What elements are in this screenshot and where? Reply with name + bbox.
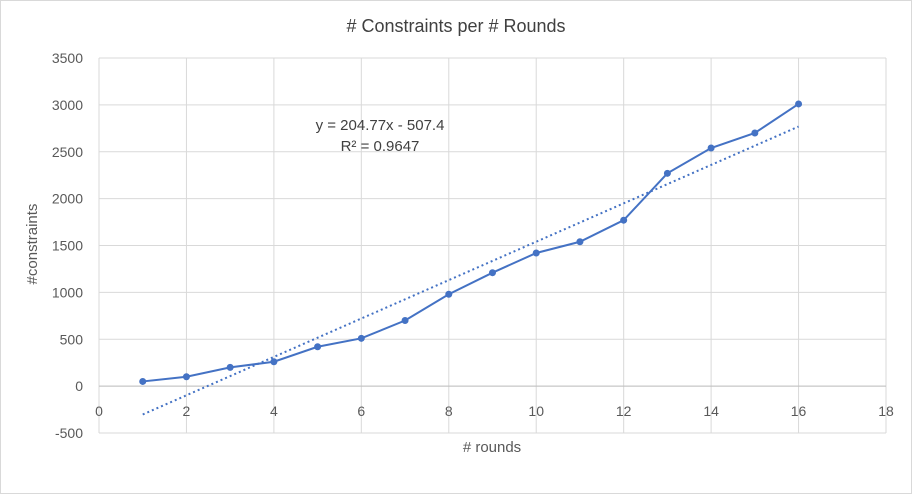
data-point bbox=[314, 343, 322, 351]
y-axis-label: #constraints bbox=[24, 204, 41, 285]
data-point bbox=[620, 216, 628, 224]
data-point bbox=[270, 358, 278, 366]
x-tick-labels: 0 2 4 6 8 10 12 14 16 18 bbox=[95, 403, 894, 419]
x-tick-label: 2 bbox=[183, 403, 191, 419]
y-tick-label: 1500 bbox=[52, 238, 83, 254]
y-tick-label: 500 bbox=[60, 331, 84, 347]
x-tick-label: 8 bbox=[445, 403, 453, 419]
y-tick-label: 2000 bbox=[52, 191, 83, 207]
data-point bbox=[182, 373, 190, 381]
x-tick-label: 12 bbox=[616, 403, 632, 419]
grid bbox=[98, 57, 887, 434]
trendline-equation: y = 204.77x - 507.4 bbox=[316, 117, 445, 134]
x-axis-label: # rounds bbox=[463, 439, 521, 456]
data-point bbox=[357, 334, 365, 342]
trendline-line bbox=[142, 125, 799, 416]
y-tick-label: 3500 bbox=[52, 50, 83, 66]
x-tick-label: 16 bbox=[791, 403, 807, 419]
x-tick-label: 4 bbox=[270, 403, 278, 419]
data-point bbox=[401, 317, 409, 324]
x-tick-label: 6 bbox=[357, 403, 365, 419]
chart-title: # Constraints per # Rounds bbox=[346, 16, 565, 36]
x-tick-label: 14 bbox=[703, 403, 719, 419]
data-point bbox=[445, 290, 453, 298]
y-tick-label: 3000 bbox=[52, 97, 83, 113]
y-tick-label: 1000 bbox=[52, 284, 83, 300]
series-line bbox=[142, 103, 800, 383]
y-tick-label: -500 bbox=[55, 425, 83, 441]
y-tick-label: 2500 bbox=[52, 144, 83, 160]
y-tick-labels: -500 0 500 1000 1500 2000 2500 3000 3500 bbox=[52, 50, 83, 441]
data-point bbox=[576, 238, 584, 246]
x-tick-label: 10 bbox=[528, 403, 544, 419]
y-tick-label: 0 bbox=[75, 378, 83, 394]
data-point bbox=[751, 129, 759, 137]
data-point bbox=[226, 363, 234, 371]
data-point bbox=[139, 377, 147, 385]
data-point bbox=[795, 100, 803, 108]
x-tick-label: 18 bbox=[878, 403, 894, 419]
data-point bbox=[663, 169, 671, 177]
x-tick-label: 0 bbox=[95, 403, 103, 419]
trendline bbox=[142, 125, 799, 416]
data-point bbox=[489, 269, 496, 277]
trendline-r2: R² = 0.9647 bbox=[341, 138, 420, 155]
series bbox=[139, 100, 803, 385]
data-point bbox=[532, 249, 540, 257]
data-point bbox=[707, 144, 715, 152]
